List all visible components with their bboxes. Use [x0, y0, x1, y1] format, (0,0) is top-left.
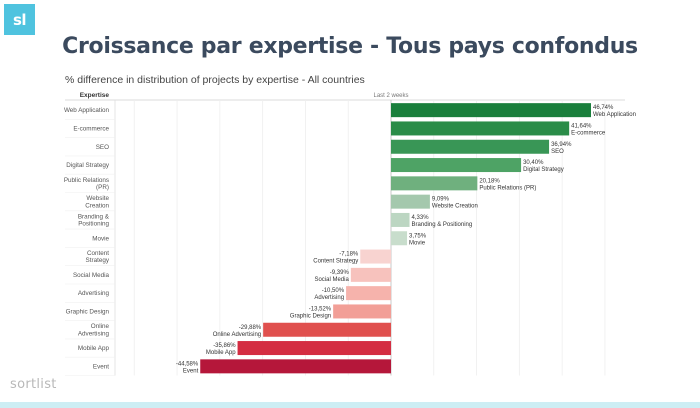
- data-label-name: E-commerce: [571, 130, 606, 136]
- category-label: Content: [87, 250, 109, 257]
- data-label-value: 30,40%: [523, 160, 544, 166]
- category-label: Positioning: [78, 221, 109, 228]
- data-label-name: Content Strategy: [313, 259, 358, 265]
- category-label: Advertising: [78, 290, 110, 297]
- bar: [391, 231, 408, 246]
- bottom-accent-strip: [0, 402, 700, 408]
- category-label: Advertising: [78, 330, 110, 337]
- sortlist-logo-badge: sl: [4, 4, 35, 35]
- data-label-name: Online Advertising: [213, 332, 261, 338]
- category-label: Web Application: [64, 107, 110, 114]
- data-label-name: Public Relations (PR): [479, 185, 536, 191]
- data-label-name: Branding & Positioning: [412, 222, 473, 228]
- data-label-value: 41,64%: [571, 123, 592, 129]
- category-label: Graphic Design: [66, 308, 110, 315]
- bar: [263, 322, 391, 337]
- data-label-value: -10,50%: [322, 288, 345, 294]
- data-label-value: 9,09%: [432, 197, 450, 203]
- data-label-value: -7,18%: [339, 252, 359, 258]
- data-label-value: 3,75%: [409, 233, 427, 239]
- sortlist-wordmark: sortlist: [10, 377, 57, 392]
- bar: [350, 267, 391, 282]
- data-label-name: Advertising: [314, 295, 344, 301]
- bar: [237, 341, 391, 356]
- data-label-value: 4,33%: [412, 215, 430, 221]
- bar: [391, 176, 478, 191]
- data-label-name: Graphic Design: [290, 313, 331, 319]
- category-label: Creation: [85, 202, 109, 209]
- category-label: E-commerce: [73, 125, 109, 132]
- bar: [360, 249, 391, 264]
- header-column-label: Last 2 weeks: [373, 93, 408, 99]
- category-label: Event: [93, 363, 109, 370]
- data-label-value: 46,74%: [593, 105, 614, 111]
- data-label-value: -13,52%: [309, 306, 332, 312]
- header-expertise-label: Expertise: [80, 92, 110, 99]
- data-label-name: Social Media: [314, 277, 349, 283]
- data-label-value: -29,88%: [239, 325, 262, 331]
- bar: [391, 194, 430, 209]
- data-label-name: Web Application: [593, 112, 636, 118]
- data-label-name: Event: [183, 368, 199, 374]
- bar: [200, 359, 391, 374]
- data-label-name: Digital Strategy: [523, 167, 564, 173]
- data-label-name: Movie: [409, 240, 426, 246]
- data-label-value: 36,94%: [551, 142, 572, 148]
- category-label: Digital Strategy: [66, 162, 110, 169]
- category-label: SEO: [96, 144, 109, 151]
- bar: [391, 158, 522, 173]
- category-label: Branding &: [78, 213, 110, 220]
- category-label: Online: [91, 323, 110, 330]
- data-label-value: -9,39%: [330, 270, 350, 276]
- category-label: (PR): [96, 184, 109, 191]
- bar: [391, 139, 550, 154]
- category-label: Mobile App: [78, 345, 110, 352]
- bar: [391, 212, 410, 227]
- bar: [333, 304, 391, 319]
- bar: [391, 121, 570, 136]
- data-label-name: SEO: [551, 149, 564, 155]
- page-title: Croissance par expertise - Tous pays con…: [62, 34, 638, 59]
- category-label: Public Relations: [64, 177, 109, 184]
- bar: [391, 103, 591, 118]
- chart-subtitle: % difference in distribution of projects…: [65, 74, 365, 86]
- data-label-value: -35,86%: [213, 343, 236, 349]
- data-label-value: -44,58%: [176, 361, 199, 367]
- bar: [346, 286, 391, 301]
- category-label: Website: [86, 195, 109, 202]
- data-label-name: Website Creation: [432, 204, 478, 210]
- data-label-value: 20,18%: [479, 178, 500, 184]
- category-label: Movie: [92, 235, 109, 242]
- data-label-name: Mobile App: [206, 350, 236, 356]
- category-label: Strategy: [86, 257, 110, 264]
- category-label: Social Media: [73, 272, 110, 279]
